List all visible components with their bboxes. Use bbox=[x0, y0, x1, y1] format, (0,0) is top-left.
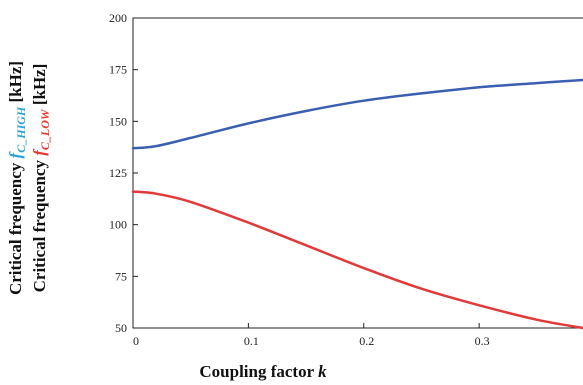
y-axis-title-low-symbol: f bbox=[30, 148, 49, 156]
plot-area bbox=[132, 17, 583, 329]
y-axis-title-high-suffix: [kHz] bbox=[6, 61, 25, 107]
y-tick-label: 100 bbox=[109, 218, 127, 232]
y-axis-title-high-prefix: Critical frequency bbox=[6, 158, 25, 295]
y-axis-title-low-subscript: C_LOW bbox=[38, 108, 52, 150]
y-axis-title-high-subscript: C_HIGH bbox=[14, 106, 28, 153]
y-axis-title-low-prefix: Critical frequency bbox=[30, 156, 49, 293]
x-axis-title-text: Coupling factor bbox=[199, 362, 318, 381]
y-tick-label: 50 bbox=[115, 321, 127, 335]
y-tick-label: 125 bbox=[109, 166, 127, 180]
y-tick-label: 200 bbox=[109, 11, 127, 25]
x-tick-label: 0.2 bbox=[359, 334, 374, 348]
x-axis-title-symbol: k bbox=[318, 362, 327, 381]
y-axis-title-high-symbol: f bbox=[6, 150, 25, 158]
x-tick-label: 0 bbox=[133, 334, 139, 348]
series-line-low bbox=[131, 190, 583, 330]
series-layer bbox=[131, 78, 583, 330]
x-axis-title: Coupling factor k bbox=[199, 362, 327, 381]
y-axis-title-low-suffix: [kHz] bbox=[30, 64, 49, 110]
series-line-high bbox=[131, 78, 583, 150]
y-axis: 50 75 100 125 150 175 200 bbox=[109, 11, 138, 335]
y-axis-title-high: Critical frequency fC_HIGH [kHz] bbox=[6, 61, 28, 295]
x-tick-label: 0.3 bbox=[475, 334, 490, 348]
y-axis-title-low: Critical frequency fC_LOW [kHz] bbox=[30, 64, 52, 293]
y-tick-label: 150 bbox=[109, 114, 127, 128]
y-tick-label: 175 bbox=[109, 63, 127, 77]
y-tick-label: 75 bbox=[115, 269, 127, 283]
plot-frame bbox=[132, 17, 583, 329]
x-axis: 0 0.1 0.2 0.3 bbox=[132, 323, 490, 348]
x-tick-label: 0.1 bbox=[244, 334, 259, 348]
